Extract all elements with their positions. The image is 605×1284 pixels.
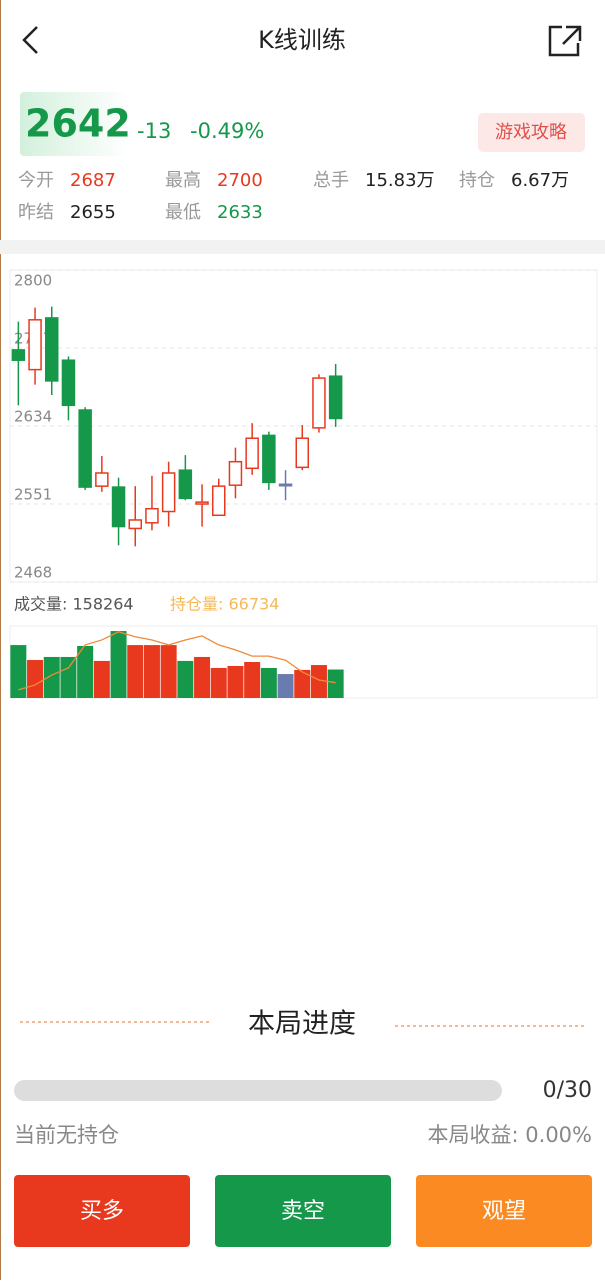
- guide-button[interactable]: [478, 113, 585, 152]
- volume-bar: [260, 667, 277, 698]
- volume-bar: [310, 665, 327, 698]
- candle-body: [228, 460, 243, 486]
- candle-body: [245, 437, 259, 470]
- candle-body: [161, 472, 176, 513]
- volume-bar: [93, 660, 110, 698]
- volume-bar: [210, 667, 227, 698]
- candle-body: [262, 434, 276, 484]
- stat-value: 15.83万: [365, 170, 435, 191]
- price: 2642: [25, 102, 131, 146]
- button-label: 卖空: [281, 1199, 325, 1224]
- y-tick-label: 2634: [14, 408, 52, 426]
- oi-legend: 持仓量: 66734: [170, 595, 279, 614]
- volume-bar: [27, 660, 44, 698]
- candle-body: [178, 469, 193, 500]
- change-pct: -0.49%: [190, 119, 264, 143]
- progress-count: 0/30: [543, 1078, 592, 1103]
- candle-body: [78, 409, 92, 488]
- candle-body: [212, 485, 226, 517]
- profit: 本局收益: 0.00%: [428, 1123, 592, 1147]
- volume-bar: [43, 656, 60, 698]
- button-label: 买多: [80, 1199, 124, 1224]
- volume-bar: [327, 669, 344, 698]
- volume-bar: [110, 631, 127, 698]
- oi-line: [18, 631, 336, 691]
- volume-bar: [160, 645, 177, 698]
- y-tick-label: 2800: [14, 272, 52, 290]
- stat-label: 今开: [18, 170, 54, 191]
- candle-body: [11, 349, 26, 361]
- volume-bar: [294, 669, 311, 698]
- candle-body: [95, 472, 109, 487]
- sell-button[interactable]: [215, 1175, 391, 1247]
- stat-value: 6.67万: [511, 170, 569, 191]
- guide-label: 游戏攻略: [495, 122, 567, 143]
- volume-bar: [244, 662, 261, 698]
- progress-title: 本局进度: [248, 1009, 356, 1040]
- stat-label: 昨结: [18, 202, 54, 223]
- stat-value: 2633: [217, 202, 263, 223]
- volume-bar: [127, 645, 144, 698]
- share-button[interactable]: [548, 25, 582, 57]
- price-box: [20, 92, 128, 156]
- volume-legend: 成交量: 158264: [14, 595, 134, 614]
- candle-body: [312, 377, 326, 429]
- progress-bar: [14, 1080, 502, 1101]
- candle-body: [111, 486, 126, 528]
- stat-value: 2687: [70, 170, 116, 191]
- candle-body: [128, 519, 142, 530]
- candle-body: [61, 359, 76, 407]
- wait-button[interactable]: [416, 1175, 592, 1247]
- separator: [0, 240, 605, 254]
- button-label: 观望: [482, 1199, 526, 1224]
- change: -13: [137, 119, 171, 143]
- position-status: 当前无持仓: [14, 1123, 119, 1147]
- decoration: [20, 1021, 585, 1027]
- volume-bar: [10, 645, 27, 698]
- stat-value: 2655: [70, 202, 116, 223]
- candle-body: [328, 375, 343, 420]
- stat-label: 总手: [313, 170, 349, 191]
- stat-label: 最低: [165, 202, 201, 223]
- candle-body: [295, 437, 309, 469]
- candle-body: [28, 319, 42, 371]
- volume-bar: [77, 645, 94, 698]
- stat-label: 持仓: [459, 170, 495, 191]
- back-button[interactable]: [22, 26, 38, 54]
- volume-bar: [143, 645, 160, 698]
- candle-body: [278, 483, 293, 487]
- y-tick-label: 2468: [14, 564, 52, 582]
- stat-label: 最高: [165, 170, 201, 191]
- y-tick-label: 2551: [14, 486, 52, 504]
- stat-value: 2700: [217, 170, 263, 191]
- volume-bar: [277, 674, 294, 698]
- volume-bar: [227, 665, 244, 698]
- page-title: K线训练: [258, 26, 346, 54]
- buy-button[interactable]: [14, 1175, 190, 1247]
- volume-bar: [60, 656, 77, 698]
- candle-body: [45, 317, 59, 382]
- candle-body: [195, 501, 209, 505]
- volume-bar: [194, 656, 211, 698]
- candle-body: [145, 507, 159, 524]
- volume-bar: [177, 660, 194, 698]
